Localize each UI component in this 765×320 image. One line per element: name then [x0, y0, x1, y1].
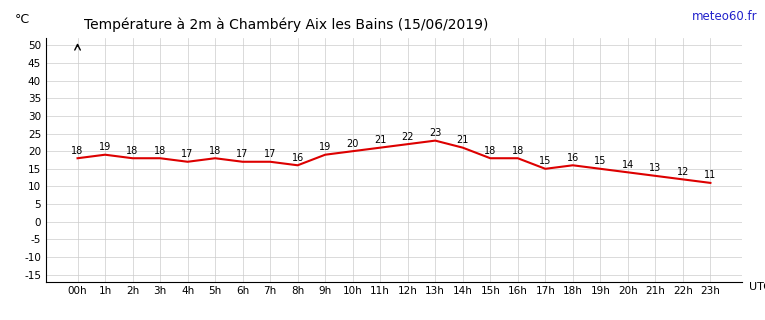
Text: 18: 18	[154, 146, 166, 156]
Text: 21: 21	[374, 135, 386, 145]
Text: 19: 19	[99, 142, 111, 152]
Text: 22: 22	[402, 132, 414, 142]
Text: 18: 18	[71, 146, 83, 156]
Text: 21: 21	[457, 135, 469, 145]
Text: 20: 20	[347, 139, 359, 149]
Text: 16: 16	[291, 153, 304, 163]
Text: 18: 18	[209, 146, 221, 156]
Text: 16: 16	[567, 153, 579, 163]
Text: 15: 15	[539, 156, 552, 166]
Text: 14: 14	[622, 160, 634, 170]
Text: 23: 23	[429, 128, 441, 138]
Text: 12: 12	[677, 167, 689, 177]
Text: 15: 15	[594, 156, 607, 166]
Text: 17: 17	[236, 149, 249, 159]
Text: UTC: UTC	[749, 282, 765, 292]
Text: 18: 18	[484, 146, 496, 156]
Text: meteo60.fr: meteo60.fr	[692, 10, 757, 23]
Text: 17: 17	[181, 149, 194, 159]
Text: 19: 19	[319, 142, 331, 152]
Text: 18: 18	[126, 146, 138, 156]
Text: 13: 13	[649, 164, 662, 173]
Text: 17: 17	[264, 149, 276, 159]
Text: 18: 18	[512, 146, 524, 156]
Text: °C: °C	[15, 13, 30, 26]
Text: 11: 11	[705, 171, 717, 180]
Text: Température à 2m à Chambéry Aix les Bains (15/06/2019): Température à 2m à Chambéry Aix les Bain…	[84, 18, 489, 32]
